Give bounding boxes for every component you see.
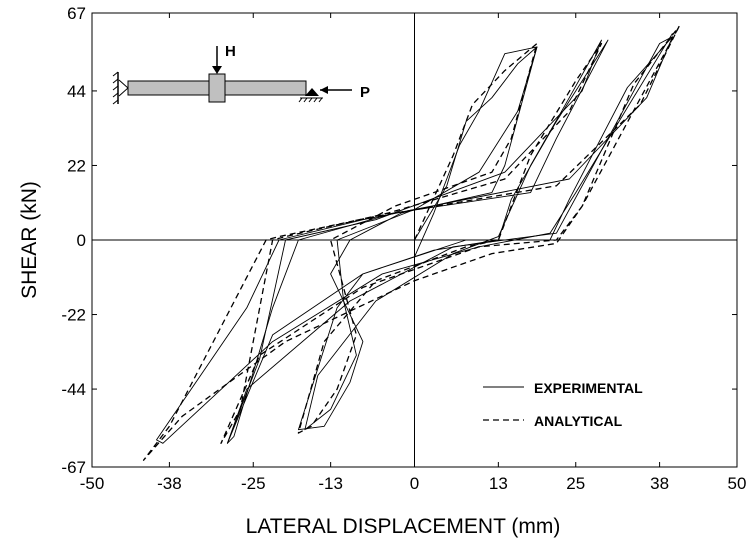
load-label-h: H [225,43,236,60]
x-axis-title: LATERAL DISPLACEMENT (mm) [246,515,561,538]
beam-schematic: H P [112,43,370,105]
x-tick-label: 25 [566,474,585,493]
series-experimental-line [156,33,673,444]
load-label-p: P [360,84,370,101]
x-tick-label: -13 [318,474,343,493]
load-arrow-down-icon [212,66,222,74]
x-tick-label: -38 [157,474,182,493]
legend-label-analytical: ANALYTICAL [534,413,623,429]
x-tick-label: 13 [489,474,508,493]
curves-layer [142,25,680,461]
load-arrow-left-icon [320,86,328,94]
y-tick-label: 22 [67,156,86,175]
joint [208,73,226,103]
legend-label-experimental: EXPERIMENTAL [534,380,643,396]
y-axis-title: SHEAR (kN) [18,181,41,299]
x-tick-label: 0 [410,474,419,493]
y-tick-label: -44 [61,380,86,399]
legend: EXPERIMENTAL ANALYTICAL [483,380,643,429]
roller-support-icon [305,88,319,96]
ticks-layer: -50 -38 -25 -13 0 13 25 38 50 -67 -44 -22 0 22 44 67 [61,4,746,493]
x-tick-label: -50 [80,474,105,493]
x-tick-label: 38 [650,474,669,493]
x-tick-label: -25 [241,474,266,493]
x-tick-label: 50 [728,474,746,493]
y-tick-label: -22 [61,306,86,325]
series-analytical-line [142,25,680,461]
y-tick-label: 67 [67,4,86,23]
y-tick-label: -67 [61,458,86,477]
y-tick-label: 44 [67,82,86,101]
y-tick-label: 0 [77,231,86,250]
